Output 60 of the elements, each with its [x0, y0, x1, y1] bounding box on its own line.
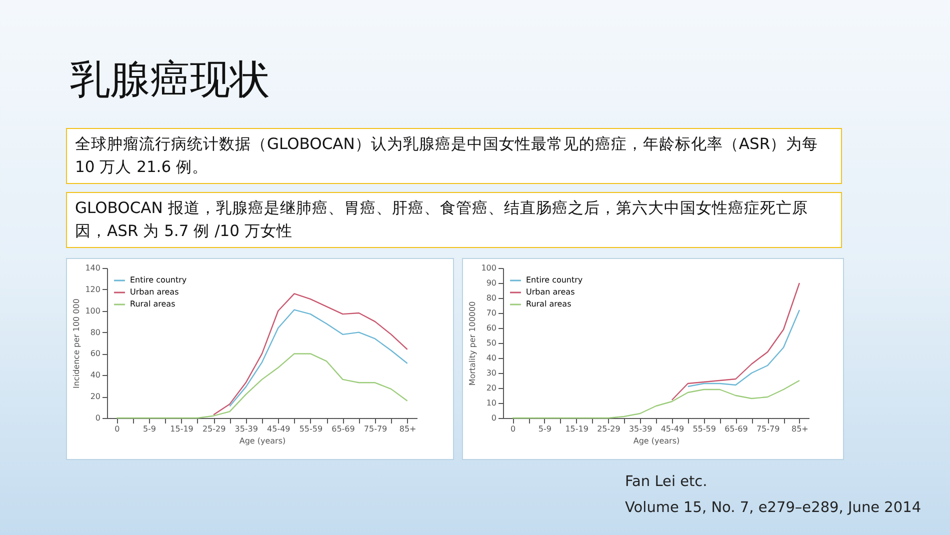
- line-series: [687, 309, 800, 388]
- y-tick-label: 20: [486, 384, 496, 392]
- line-series: [212, 293, 408, 416]
- legend-label: Urban areas: [526, 288, 575, 296]
- line-series: [512, 380, 800, 419]
- line-series: [229, 309, 408, 407]
- x-tick-label: 35-39: [628, 424, 652, 434]
- x-tick-label: 25-29: [202, 424, 226, 434]
- y-tick-label: 70: [486, 308, 496, 318]
- y-tick-label: 50: [486, 338, 496, 348]
- y-tick-label: 20: [90, 392, 100, 402]
- x-tick-label: 45-49: [660, 424, 684, 434]
- y-tick-label: 90: [486, 278, 496, 288]
- y-tick-label: 100: [85, 306, 100, 316]
- line-series: [671, 282, 800, 401]
- x-tick-label: 15-19: [170, 424, 194, 434]
- x-tick-label: 0: [114, 424, 120, 434]
- x-tick-label: 85+: [791, 424, 808, 434]
- text: Volume 15, No. 7, e279–e289, June 2014: [625, 500, 922, 516]
- y-tick-label: 120: [85, 284, 100, 294]
- x-tick-label: 65-69: [332, 424, 355, 434]
- x-axis-title: Age (years): [633, 436, 680, 446]
- legend-label: Entire country: [130, 276, 187, 284]
- y-tick-label: 10: [486, 398, 496, 408]
- x-tick-label: 45-49: [267, 424, 290, 434]
- x-tick-label: 85+: [399, 424, 416, 434]
- x-tick-label: 35-39: [234, 424, 258, 434]
- y-tick-label: 30: [486, 368, 496, 378]
- x-tick-label: 5-9: [538, 424, 552, 434]
- legend-label: Urban areas: [130, 288, 179, 296]
- line-series: [116, 353, 408, 419]
- y-tick-label: 0: [95, 414, 100, 422]
- x-tick-label: 0: [510, 424, 516, 434]
- x-tick-label: 55-59: [299, 424, 323, 434]
- x-tick-label: 5-9: [142, 424, 156, 434]
- y-tick-label: 40: [90, 370, 100, 380]
- x-axis-title: Age (years): [239, 436, 286, 446]
- legend-label: Entire country: [526, 276, 583, 284]
- y-tick-label: 60: [486, 324, 496, 332]
- text: 乳腺癌现状: [70, 56, 270, 105]
- x-tick-label: 75-79: [756, 424, 780, 434]
- y-tick-label: 100: [481, 264, 496, 272]
- x-tick-label: 55-59: [692, 424, 716, 434]
- y-tick-label: 80: [90, 328, 100, 337]
- y-tick-label: 40: [486, 354, 496, 362]
- legend-label: Rural areas: [526, 300, 572, 308]
- x-tick-label: 25-29: [597, 424, 620, 434]
- text: 全球肿瘤流行病统计数据（GLOBOCAN）认为乳腺癌是中国女性最常见的癌症，年龄标化率（ASR）为每 10 万人 21.6 例。: [66, 128, 842, 184]
- y-tick-label: 0: [491, 414, 496, 422]
- text: GLOBOCAN 报道，乳腺癌是继肺癌、胃癌、肝癌、食管癌、结直肠癌之后，第六大中国女性癌症死亡原因，ASR 为 5.7 例 /10 万女性: [66, 192, 842, 248]
- x-tick-label: 15-19: [565, 424, 588, 434]
- y-tick-label: 60: [90, 349, 100, 358]
- y-axis-title: Mortality per 100000: [468, 301, 478, 386]
- legend-label: Rural areas: [130, 300, 176, 308]
- y-tick-label: 140: [85, 264, 100, 272]
- y-axis-title: Incidence per 100 000: [72, 298, 82, 388]
- x-tick-label: 65-69: [724, 424, 748, 434]
- x-tick-label: 75-79: [364, 424, 388, 434]
- text: Fan Lei etc.: [625, 474, 708, 490]
- y-tick-label: 80: [486, 294, 496, 302]
